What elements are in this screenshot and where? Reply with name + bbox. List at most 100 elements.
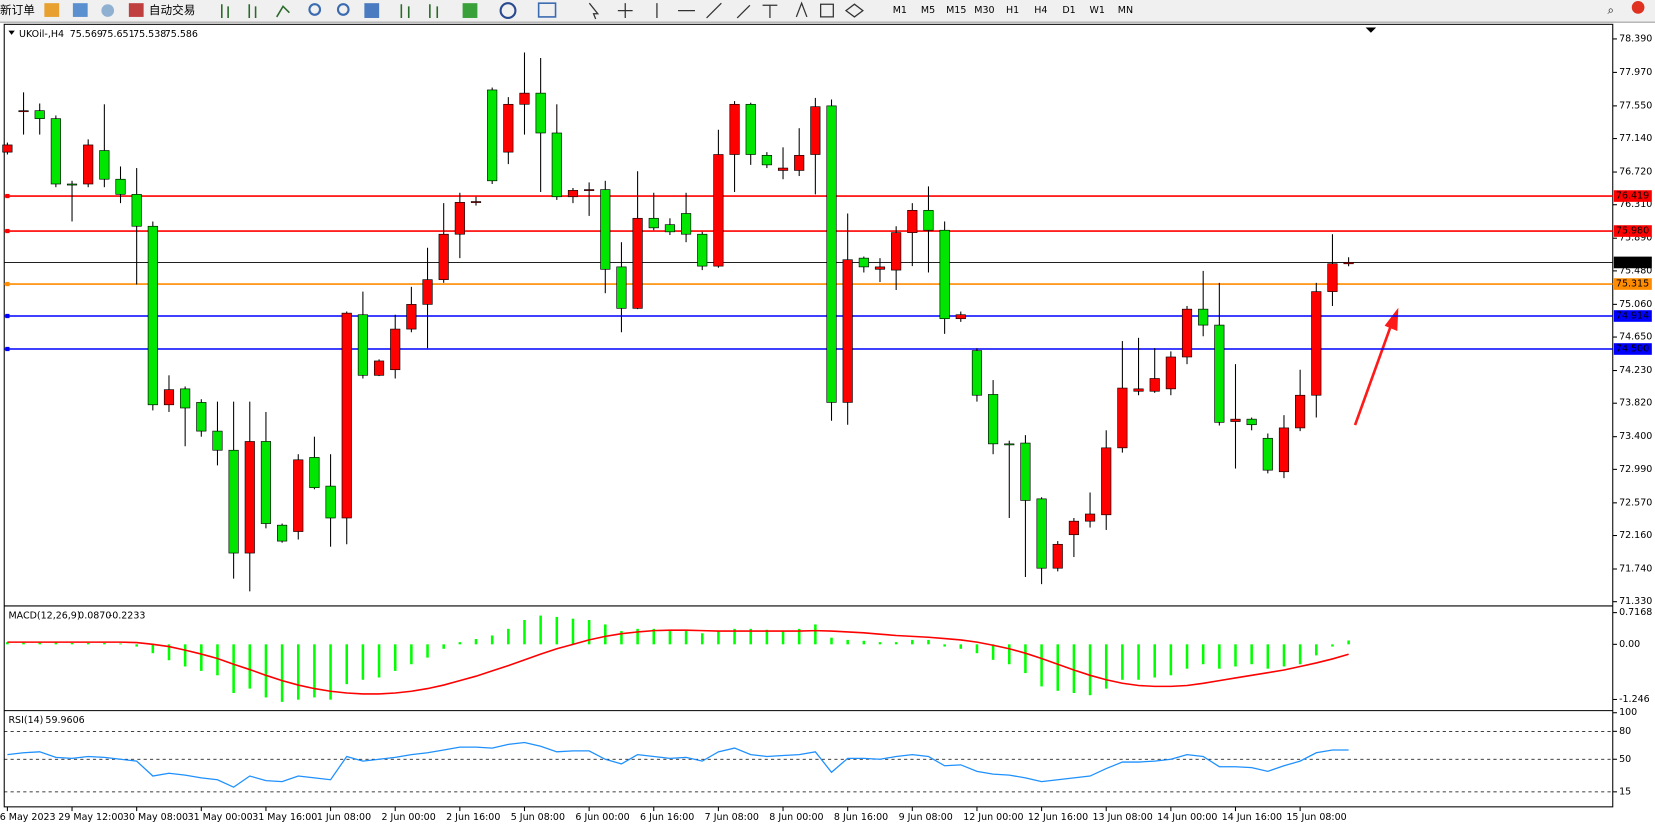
timeframe-button[interactable]: M30 <box>974 5 994 16</box>
y-tick-label: 0.7168 <box>1619 607 1652 618</box>
candle-body <box>810 106 821 155</box>
candle-body <box>907 209 918 233</box>
search-icon[interactable]: ⌕ <box>1607 3 1614 17</box>
quote-high: 75.651 <box>101 28 134 39</box>
quote-open: 75.569 <box>70 28 103 39</box>
macd-bar <box>927 639 930 645</box>
new-order-button[interactable]: 新订单 <box>0 3 35 17</box>
timeframe-button[interactable]: H1 <box>1006 5 1019 16</box>
x-tick-label: 29 May 12:00 <box>58 812 123 823</box>
macd-bar <box>733 628 736 645</box>
menu-marker <box>8 30 15 35</box>
candle-body <box>1295 394 1306 429</box>
y-tick-label: 72.570 <box>1619 497 1652 508</box>
macd-bar <box>458 642 462 645</box>
symbol-title: UKOil-,H4 <box>19 28 64 39</box>
timeframe-button[interactable]: M15 <box>946 5 966 16</box>
macd-bar <box>1250 644 1253 665</box>
drawing-tools[interactable] <box>588 1 864 20</box>
y-tick-label: 74.230 <box>1619 365 1652 376</box>
candle-body <box>147 225 158 406</box>
candle-body <box>971 350 983 396</box>
candle-body <box>858 257 869 268</box>
icon[interactable] <box>101 4 115 17</box>
x-tick-label: 8 Jun 16:00 <box>834 812 888 823</box>
candle-body <box>1278 427 1290 473</box>
timeframe-button[interactable]: MN <box>1118 5 1133 16</box>
x-tick-label: 12 Jun 16:00 <box>1028 812 1088 823</box>
macd-bar <box>911 639 914 645</box>
icon[interactable] <box>537 2 557 18</box>
candle-body <box>180 388 191 409</box>
candle-body <box>503 103 514 153</box>
y-tick-label: 72.160 <box>1619 530 1652 541</box>
icon[interactable] <box>364 3 380 18</box>
macd-bar <box>1153 644 1156 678</box>
macd-bar <box>878 642 882 645</box>
zoom-in[interactable] <box>308 3 322 16</box>
candle-body <box>1084 513 1096 522</box>
candle-body <box>228 449 239 554</box>
y-tick-label: 75.480 <box>1619 265 1652 276</box>
icon[interactable] <box>72 3 88 17</box>
timeframe-button[interactable]: H4 <box>1034 5 1047 16</box>
macd-bar <box>296 644 300 700</box>
y-tick-label: 0.00 <box>1619 639 1640 650</box>
y-tick-label: 100 <box>1619 707 1637 718</box>
macd-bar <box>959 644 963 649</box>
icon[interactable] <box>462 3 478 18</box>
macd-bar <box>329 644 332 700</box>
candle-body <box>1068 520 1079 536</box>
x-tick-label: 13 Jun 08:00 <box>1092 812 1152 823</box>
candle-body <box>1101 447 1112 516</box>
macd-bar <box>1282 644 1286 667</box>
macd-bar <box>377 644 381 678</box>
candle-body <box>551 132 562 198</box>
icon[interactable] <box>221 4 290 18</box>
macd-bar <box>700 633 704 645</box>
timeframe-button[interactable]: W1 <box>1090 5 1105 16</box>
macd-bar <box>1024 644 1027 674</box>
timeframe-button[interactable]: D1 <box>1062 5 1075 16</box>
candle-body <box>955 314 966 320</box>
rsi-header: RSI(14) 59.9606 <box>8 715 84 726</box>
arrow-head <box>1384 307 1399 331</box>
macd-bar <box>6 642 9 645</box>
notification-badge[interactable] <box>1631 1 1645 14</box>
macd-bar <box>1298 644 1302 665</box>
candle-body <box>131 194 142 227</box>
x-tick-label: 12 Jun 00:00 <box>963 812 1023 823</box>
macd-bar <box>135 644 138 647</box>
x-tick-label: 5 Jun 08:00 <box>511 812 565 823</box>
icon[interactable] <box>499 2 517 20</box>
macd-bar <box>1088 644 1092 696</box>
quote-low: 75.538 <box>133 28 166 39</box>
macd-bar <box>830 637 833 645</box>
macd-bar <box>1007 644 1011 665</box>
signal-line <box>7 629 1349 695</box>
auto-trading-button[interactable]: 自动交易 <box>149 3 195 17</box>
candle-body <box>519 92 530 105</box>
candle-body <box>83 144 94 185</box>
candle-body <box>357 314 368 376</box>
candle-body <box>66 183 78 186</box>
macd-bar <box>410 644 413 665</box>
icon[interactable] <box>128 3 144 17</box>
level-tag <box>1613 190 1652 202</box>
icon[interactable] <box>400 4 439 18</box>
zoom-out[interactable] <box>336 3 350 16</box>
timeframe-button[interactable]: M1 <box>893 5 907 16</box>
timeframe-button[interactable]: M5 <box>921 5 935 16</box>
candle-body <box>260 441 272 524</box>
candle-body <box>373 360 385 376</box>
price-label: 75.586 <box>1616 257 1649 268</box>
icon[interactable] <box>44 3 60 17</box>
level-marker <box>5 193 10 199</box>
candle-body <box>535 92 546 134</box>
level-marker <box>5 228 10 234</box>
y-tick-label: 75.890 <box>1619 233 1652 244</box>
level-label: 74.500 <box>1616 343 1649 354</box>
candle-body <box>988 394 999 445</box>
x-tick-label: 31 May 16:00 <box>252 812 317 823</box>
macd-bar <box>571 618 575 645</box>
